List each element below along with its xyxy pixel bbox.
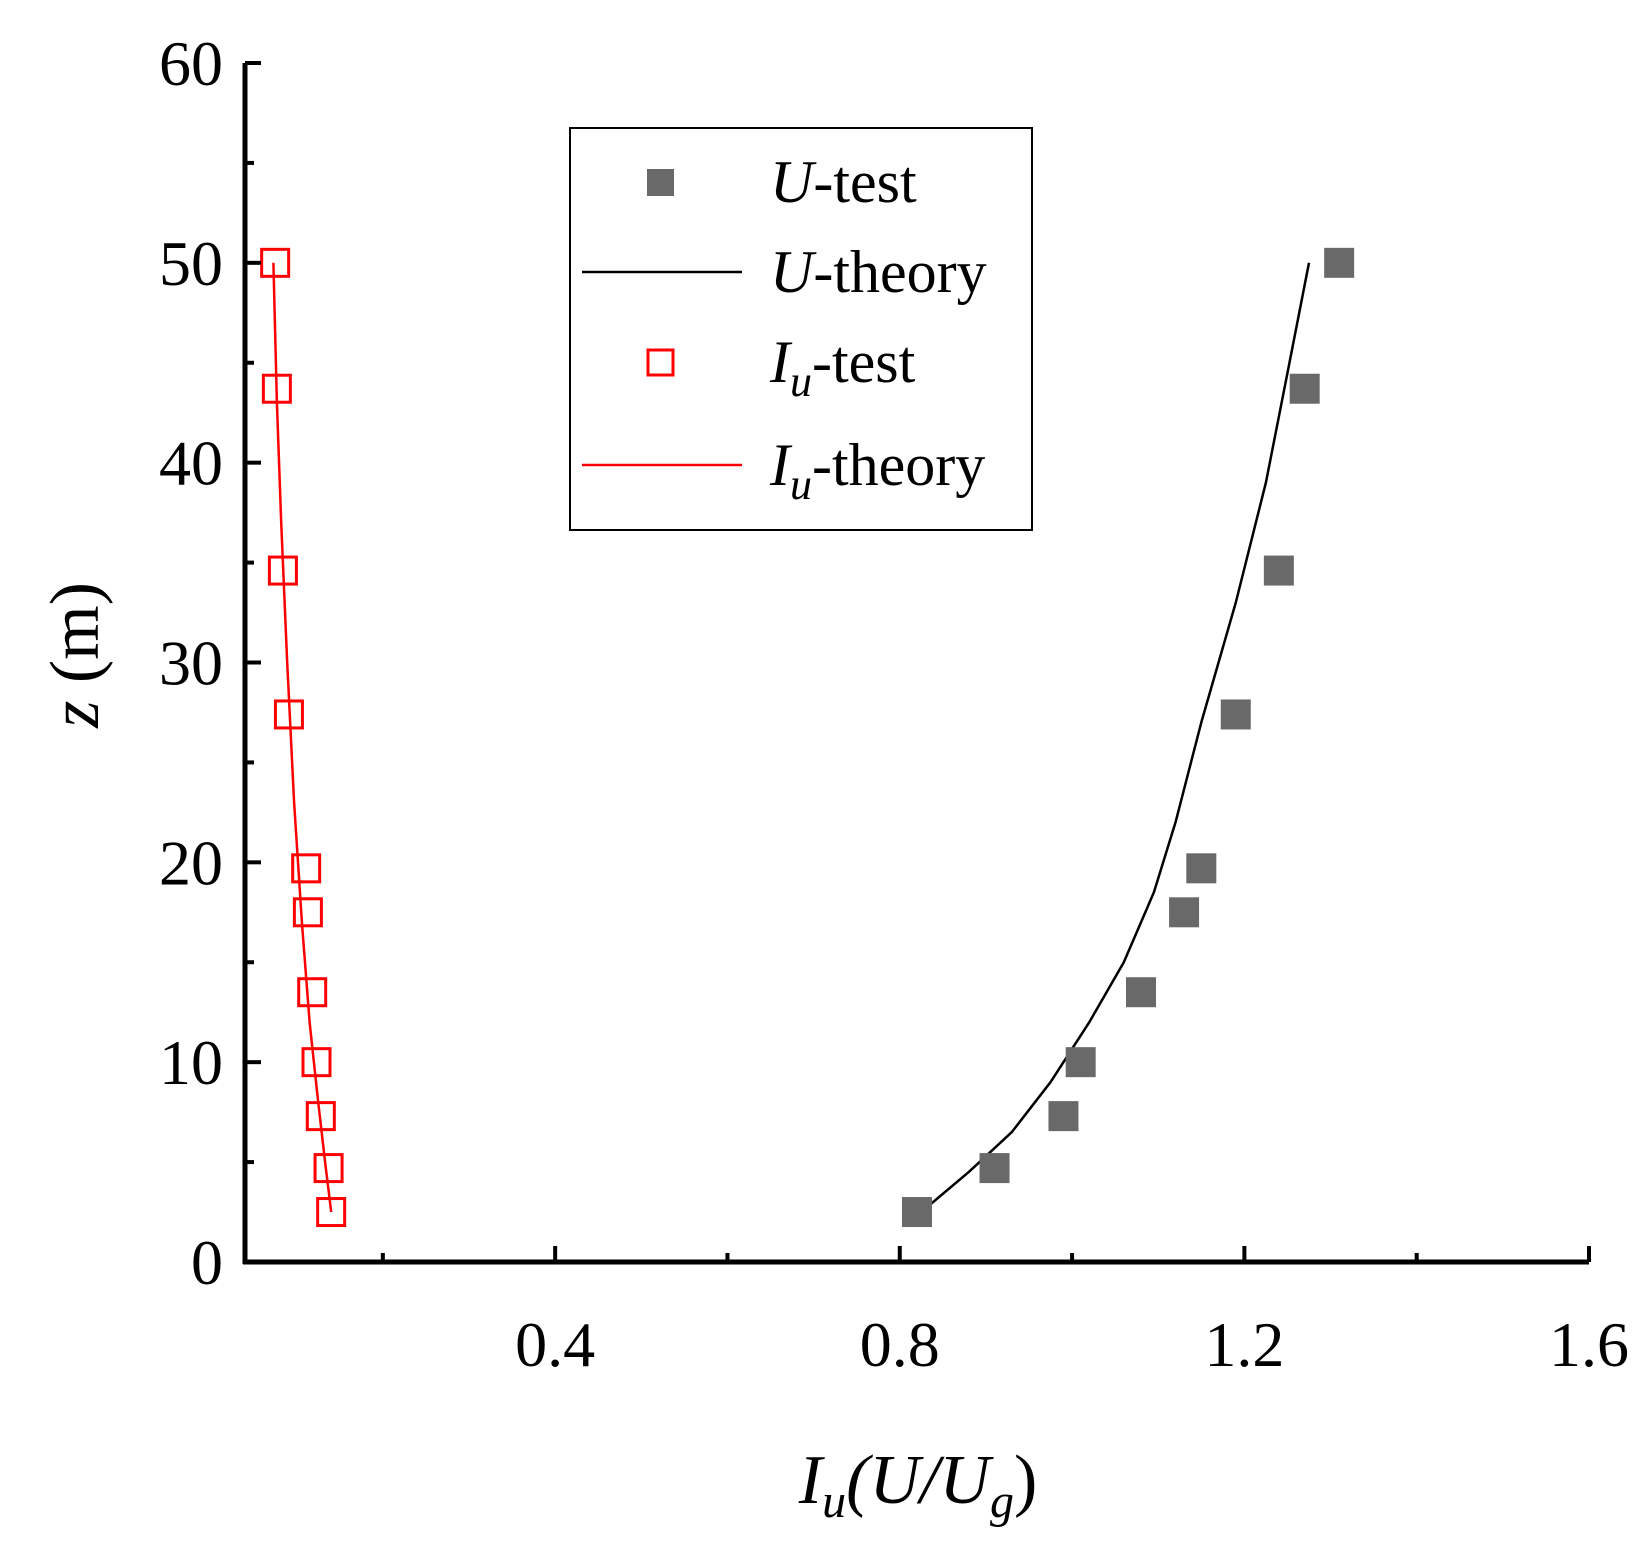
plot-markers [260,247,1355,1228]
u-test-point [1289,373,1320,404]
u-test-point [1186,853,1217,884]
iu-theory-line [272,262,333,1213]
legend-iu-test-swatch [646,348,675,377]
y-tick-label: 40 [159,428,223,499]
ticks [245,61,1591,1264]
plot-lines [272,262,1311,1213]
legend-u-theory-label: U-theory [770,239,987,305]
x-tick-label: 1.2 [1204,1309,1284,1380]
x-tick-label: 0.8 [860,1309,940,1380]
iu-test-point [261,373,292,404]
iu-test-point [305,1101,336,1132]
iu-test-point [301,1047,332,1078]
u-test-point [979,1153,1010,1184]
iu-test-point [273,699,304,730]
y-tick-label: 60 [159,28,223,99]
y-tick-label: 50 [159,228,223,299]
legend: U-test U-theory Iu-test Iu-theory [569,127,1033,531]
y-axis-title: z (m) [37,582,114,729]
u-test-point [1065,1047,1096,1078]
iu-test-point [291,853,322,884]
iu-test-point [260,247,291,278]
y-tick-label: 20 [159,827,223,898]
x-tick-label: 1.6 [1549,1309,1629,1380]
iu-test-point [297,977,328,1008]
x-tick-label: 0.4 [515,1309,595,1380]
u-theory-line [920,262,1311,1213]
y-tick-label: 30 [159,628,223,699]
tick-labels: 0 10 20 30 40 50 60 0.4 0.8 1.2 1.6 [159,28,1629,1380]
iu-test-point [313,1153,344,1184]
legend-iu-theory-label: Iu-theory [769,432,985,509]
u-test-point [1126,977,1156,1008]
iu-test-point [316,1197,347,1228]
iu-test-point [267,555,298,586]
u-test-point [902,1197,932,1228]
u-test-point [1263,555,1294,586]
y-tick-label: 10 [159,1027,223,1098]
u-test-point [1048,1101,1079,1132]
iu-test-point [292,897,323,928]
legend-u-test-label: U-test [770,149,917,215]
legend-u-test-swatch [647,169,674,196]
legend-iu-test-label: Iu-test [769,329,916,406]
u-test-point [1220,699,1251,730]
x-axis-title: Iu(U/Ug) [798,1442,1038,1528]
y-tick-label: 0 [191,1227,223,1298]
u-test-point [1169,897,1200,928]
u-test-point [1324,247,1355,278]
